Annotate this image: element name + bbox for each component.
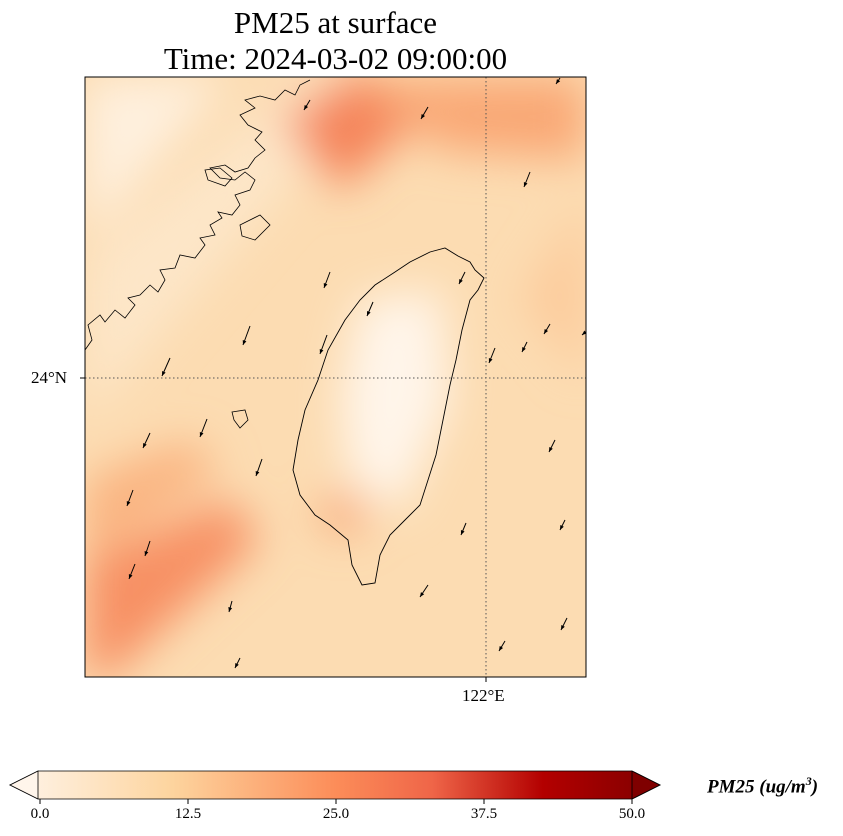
- wind-arrow-head: [319, 349, 324, 354]
- wind-arrow-head: [228, 607, 233, 612]
- colorbar-label: PM25 (ug/m3): [707, 774, 818, 798]
- wind-arrow-head: [582, 330, 586, 335]
- plot-time: Time: 2024-03-02 09:00:00: [163, 41, 508, 76]
- wind-arrow-head: [561, 625, 565, 630]
- colorbar-tick-label: 37.5: [470, 806, 498, 822]
- colorbar-extend-max: [631, 770, 661, 800]
- wind-arrow-head: [143, 443, 147, 448]
- wind-arrow-head: [242, 340, 247, 345]
- wind-arrow-head: [199, 432, 204, 437]
- colorbar-tick-label: 0.0: [30, 806, 50, 822]
- pm25-field: [85, 77, 586, 677]
- wind-arrow-head: [144, 551, 149, 556]
- wind-arrow-head: [323, 283, 328, 288]
- wind-arrow-head: [128, 574, 133, 579]
- wind-arrow-head: [549, 447, 553, 452]
- wind-arrow-head: [420, 592, 425, 597]
- wind-arrow-head: [460, 530, 465, 535]
- colorbar-extend-min: [9, 770, 39, 800]
- wind-arrow-head: [459, 279, 463, 284]
- wind-arrow-head: [522, 347, 526, 352]
- colorbar-tick-label: 12.5: [174, 806, 202, 822]
- wind-arrow-head: [255, 471, 260, 476]
- colorbar-tick-label: 25.0: [322, 806, 350, 822]
- wind-arrow-head: [544, 329, 549, 334]
- colorbar: [9, 770, 661, 800]
- wind-arrow-head: [367, 311, 371, 316]
- wind-arrow-head: [235, 663, 239, 668]
- china-coastline: [85, 79, 311, 351]
- wind-vectors: [126, 77, 586, 669]
- wind-arrow-head: [499, 646, 504, 651]
- lat-label: 24°N: [31, 368, 68, 387]
- colorbar-tick-label: 50.0: [618, 806, 646, 822]
- wind-arrow-head: [560, 525, 564, 530]
- wind-arrow-head: [523, 182, 528, 187]
- colorbar-label-sup: 3: [805, 774, 812, 788]
- taiwan-coastline: [292, 247, 485, 586]
- wind-arrow-head: [556, 79, 561, 84]
- wind-arrow-head: [126, 501, 131, 506]
- colorbar-label-text: PM25 (ug/m: [707, 776, 806, 798]
- wind-arrow-head: [488, 358, 493, 363]
- wind-arrow-head: [421, 114, 426, 119]
- wind-arrow-head: [162, 371, 166, 376]
- plot-title: PM25 at surface: [233, 5, 438, 40]
- colorbar-label-close: ): [811, 776, 819, 798]
- lon-label: 122°E: [462, 686, 505, 705]
- map-frame: [84, 76, 587, 678]
- wind-arrow-head: [304, 105, 309, 110]
